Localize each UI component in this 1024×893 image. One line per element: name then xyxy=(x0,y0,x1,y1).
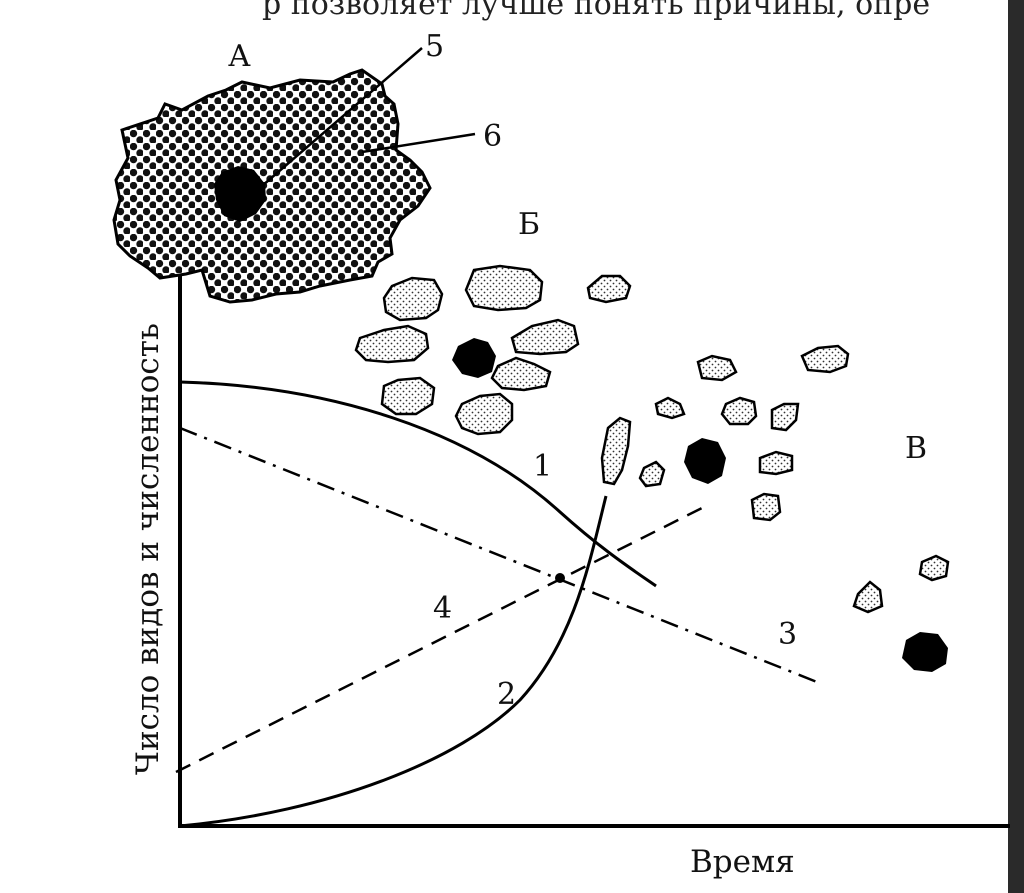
transition-focal-species xyxy=(684,438,726,484)
patch xyxy=(750,492,782,522)
transition-patches xyxy=(600,344,850,522)
curve-3-label: 3 xyxy=(778,617,797,652)
stage-c-focal-species xyxy=(902,632,948,672)
callout-6-label: 6 xyxy=(483,119,502,154)
patch xyxy=(454,392,514,436)
callout-5-line xyxy=(254,47,423,193)
patch xyxy=(758,450,794,476)
patch xyxy=(586,274,632,304)
stage-a-focal-species xyxy=(214,166,266,222)
stage-b-patches xyxy=(354,264,632,436)
stage-c-label: В xyxy=(905,431,927,466)
stage-c-patches xyxy=(852,554,950,614)
patch xyxy=(510,318,580,356)
curve-4-label: 4 xyxy=(433,591,452,626)
stage-a-label: А xyxy=(228,39,251,74)
stage-b-focal-species xyxy=(452,338,496,378)
patch xyxy=(800,344,850,374)
x-axis-label: Время xyxy=(690,844,795,880)
y-axis-label: Число видов и численность xyxy=(130,323,166,775)
patch xyxy=(354,324,430,364)
curve-3 xyxy=(179,426,823,686)
patch xyxy=(918,554,950,582)
intersection-point xyxy=(555,573,565,583)
patch xyxy=(654,396,686,420)
patch xyxy=(720,396,758,426)
patch xyxy=(380,376,436,416)
stage-b-label: Б xyxy=(518,207,540,242)
callout-5-label: 5 xyxy=(425,29,444,64)
patch xyxy=(770,402,800,432)
patch xyxy=(696,354,738,382)
curve-4 xyxy=(175,506,703,774)
curve-2 xyxy=(179,495,608,828)
curve-2-label: 2 xyxy=(497,677,516,712)
patch xyxy=(600,416,632,486)
patch xyxy=(490,356,552,392)
header-text-fragment: р позволяет лучше понять причины, опре xyxy=(262,0,930,22)
patch xyxy=(638,460,666,488)
stage-a-community xyxy=(112,68,432,304)
page-edge-shadow xyxy=(1008,0,1024,893)
patch xyxy=(852,580,884,614)
curve-1 xyxy=(179,380,657,588)
patch xyxy=(464,264,544,312)
patch xyxy=(382,276,444,322)
curve-1-label: 1 xyxy=(533,449,552,484)
callout-6-line xyxy=(361,132,476,154)
